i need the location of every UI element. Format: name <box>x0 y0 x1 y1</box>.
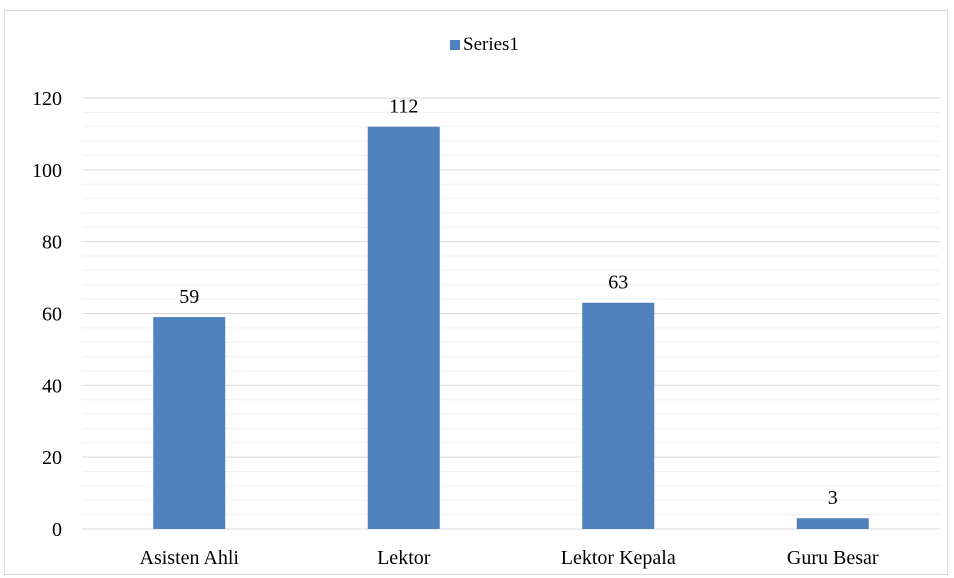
bar <box>153 317 226 529</box>
bar <box>796 518 869 529</box>
x-category-label: Lektor <box>377 547 431 569</box>
y-tick-label: 60 <box>42 304 62 326</box>
y-tick-label: 40 <box>42 375 62 397</box>
bar <box>582 302 655 529</box>
x-category-label: Lektor Kepala <box>561 547 676 569</box>
y-tick-label: 80 <box>42 232 62 254</box>
data-label: 3 <box>828 487 838 509</box>
bar <box>367 126 440 529</box>
x-category-label: Guru Besar <box>787 547 879 569</box>
y-tick-label: 120 <box>32 88 62 110</box>
x-category-label: Asisten Ahli <box>140 547 240 569</box>
legend-swatch <box>450 40 460 50</box>
legend-label: Series1 <box>463 34 519 55</box>
data-label: 63 <box>608 272 628 294</box>
data-label: 112 <box>389 96 418 118</box>
data-label: 59 <box>179 286 199 308</box>
y-tick-label: 100 <box>32 160 62 182</box>
y-tick-label: 20 <box>42 447 62 469</box>
y-tick-label: 0 <box>52 519 62 541</box>
